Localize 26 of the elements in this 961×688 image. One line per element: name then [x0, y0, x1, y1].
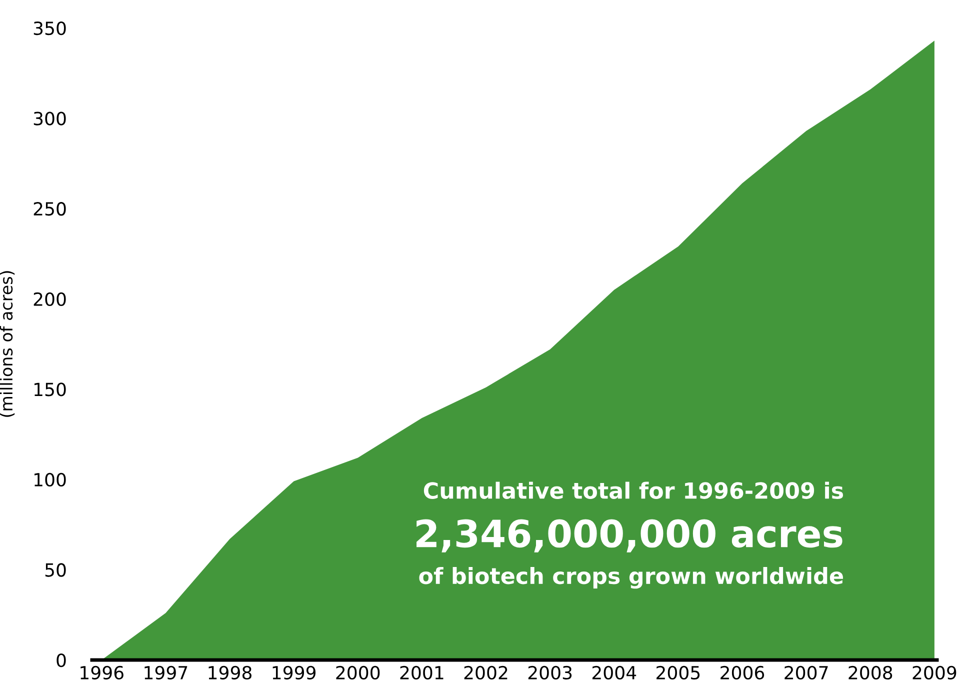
x-tick-label: 2003: [528, 666, 572, 680]
y-tick-label: 200: [34, 292, 66, 306]
x-tick-label: 1996: [80, 666, 124, 680]
x-tick-label: 2000: [336, 666, 380, 680]
y-tick-label: 150: [34, 382, 66, 396]
y-axis-title: (millions of acres): [0, 271, 15, 417]
y-tick-label: 250: [34, 202, 66, 216]
y-tick-label: 300: [34, 112, 66, 126]
x-tick-label: 2007: [784, 666, 828, 680]
annotation: of biotech crops grown worldwide: [419, 567, 843, 589]
x-tick-label: 1997: [144, 666, 188, 680]
annotation: Cumulative total for 1996-2009 is: [424, 482, 844, 499]
x-tick-label: 2001: [400, 666, 444, 680]
x-tick-label: 1998: [208, 666, 252, 680]
y-tick-label: 0: [56, 653, 66, 668]
x-tick-label: 2008: [848, 666, 892, 680]
x-tick-label: 2005: [656, 666, 700, 680]
y-tick-label: 50: [45, 563, 66, 577]
y-tick-label: 350: [34, 21, 66, 36]
x-tick-label: 2009: [912, 666, 956, 680]
x-tick-label: 1999: [272, 666, 316, 680]
annotation: 2,346,000,000 acres: [416, 519, 842, 552]
x-tick-label: 2002: [464, 666, 508, 680]
y-tick-label: 100: [34, 472, 66, 487]
x-tick-label: 2006: [720, 666, 764, 680]
x-tick-label: 2004: [592, 666, 636, 680]
